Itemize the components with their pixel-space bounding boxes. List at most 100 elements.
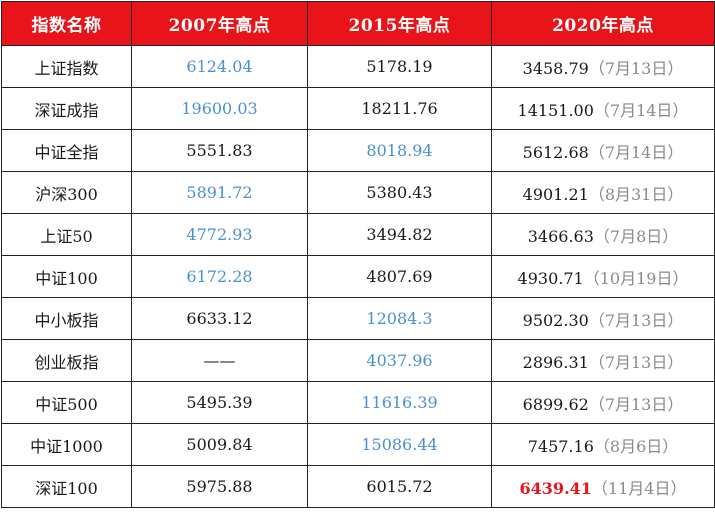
high-2007-cell: 5551.83 <box>131 129 308 172</box>
index-name-cell: 中证全指 <box>1 129 132 172</box>
index-name-cell-value: 沪深300 <box>35 184 98 204</box>
high-2007-cell: 5495.39 <box>131 381 308 424</box>
index-name-cell-value: 创业板指 <box>34 352 99 372</box>
high-2020-date: （7月14日） <box>593 100 689 120</box>
high-2015-cell: 6015.72 <box>307 465 492 508</box>
table-row: 中证100 6172.28 4807.69 4930.71（10月19日） <box>1 255 715 298</box>
high-2007-cell-value: 5495.39 <box>186 393 253 412</box>
index-name-cell-value: 上证指数 <box>34 58 99 78</box>
index-name-cell: 上证指数 <box>1 45 132 88</box>
index-name-cell: 中小板指 <box>1 297 132 340</box>
index-name-cell-value: 中证全指 <box>34 142 99 162</box>
high-2015-cell-value: 4037.96 <box>366 351 433 370</box>
high-2007-cell-value: 5009.84 <box>186 435 253 454</box>
high-2020-date: （7月8日） <box>593 226 679 246</box>
high-2007-cell-value: —— <box>203 351 236 370</box>
index-name-cell-value: 中小板指 <box>34 310 99 330</box>
high-2007-cell: 4772.93 <box>131 213 308 256</box>
high-2007-cell-value: 6172.28 <box>186 267 253 286</box>
index-name-cell: 中证500 <box>1 381 132 424</box>
high-2007-cell-value: 6124.04 <box>186 57 253 76</box>
high-2020-date: （7月14日） <box>588 142 684 162</box>
table-row: 深证100 5975.88 6015.72 6439.41（11月4日） <box>1 465 715 508</box>
high-2020-cell: 3466.63（7月8日） <box>491 213 715 256</box>
high-2020-cell: 4901.21（8月31日） <box>491 171 715 214</box>
high-2007-cell-value: 6633.12 <box>186 309 253 328</box>
high-2015-cell: 12084.3 <box>307 297 492 340</box>
high-2015-cell-value: 12084.3 <box>366 309 433 328</box>
table-row: 深证成指 19600.03 18211.76 14151.00（7月14日） <box>1 87 715 130</box>
index-name-cell-value: 深证100 <box>35 478 98 498</box>
index-name-cell: 上证50 <box>1 213 132 256</box>
high-2015-cell-value: 18211.76 <box>361 99 438 118</box>
high-2015-cell-value: 5380.43 <box>366 183 433 202</box>
high-2020-cell-value: 7457.16 <box>527 436 594 456</box>
high-2020-date: （11月4日） <box>591 478 687 498</box>
high-2020-cell-value: 3466.63 <box>527 226 594 246</box>
high-2007-cell: 5009.84 <box>131 423 308 466</box>
index-name-cell-value: 上证50 <box>40 226 93 246</box>
high-2020-cell: 14151.00（7月14日） <box>491 87 715 130</box>
high-2020-cell: 4930.71（10月19日） <box>491 255 715 298</box>
high-2007-cell: 5975.88 <box>131 465 308 508</box>
high-2007-cell: 6124.04 <box>131 45 308 88</box>
high-2015-cell: 18211.76 <box>307 87 492 130</box>
table-row: 中证500 5495.39 11616.39 6899.62（7月13日） <box>1 381 715 424</box>
high-2007-cell: —— <box>131 339 308 382</box>
high-2007-cell: 5891.72 <box>131 171 308 214</box>
high-2007-cell: 19600.03 <box>131 87 308 130</box>
high-2020-cell-value: 6439.41 <box>519 478 592 498</box>
high-2015-cell: 8018.94 <box>307 129 492 172</box>
index-name-cell-value: 中证500 <box>35 394 98 414</box>
header-2015-high: 2015年高点 <box>307 1 492 46</box>
table-row: 中证全指 5551.83 8018.94 5612.68（7月14日） <box>1 129 715 172</box>
high-2015-cell-value: 11616.39 <box>361 393 438 412</box>
high-2020-cell-value: 4930.71 <box>517 268 584 288</box>
table-row: 创业板指 —— 4037.96 2896.31（7月13日） <box>1 339 715 382</box>
high-2020-cell: 5612.68（7月14日） <box>491 129 715 172</box>
high-2020-cell: 6439.41（11月4日） <box>491 465 715 508</box>
index-name-cell: 深证成指 <box>1 87 132 130</box>
high-2007-cell-value: 4772.93 <box>186 225 253 244</box>
table-row: 沪深300 5891.72 5380.43 4901.21（8月31日） <box>1 171 715 214</box>
header-2020-high: 2020年高点 <box>491 1 715 46</box>
table-header: 指数名称 2007年高点 2015年高点 2020年高点 <box>1 1 715 46</box>
high-2015-cell-value: 6015.72 <box>366 477 433 496</box>
high-2020-cell: 6899.62（7月13日） <box>491 381 715 424</box>
high-2015-cell-value: 3494.82 <box>366 225 433 244</box>
high-2015-cell-value: 15086.44 <box>361 435 438 454</box>
high-2015-cell: 15086.44 <box>307 423 492 466</box>
high-2020-cell: 2896.31（7月13日） <box>491 339 715 382</box>
high-2020-date: （7月13日） <box>588 58 684 78</box>
high-2015-cell: 11616.39 <box>307 381 492 424</box>
high-2020-cell-value: 4901.21 <box>522 184 589 204</box>
high-2015-cell: 5380.43 <box>307 171 492 214</box>
index-name-cell: 中证1000 <box>1 423 132 466</box>
index-name-cell-value: 中证100 <box>35 268 98 288</box>
high-2020-date: （8月31日） <box>588 184 684 204</box>
index-name-cell: 沪深300 <box>1 171 132 214</box>
index-name-cell: 深证100 <box>1 465 132 508</box>
index-name-cell: 中证100 <box>1 255 132 298</box>
high-2015-cell: 5178.19 <box>307 45 492 88</box>
high-2020-date: （8月6日） <box>593 436 679 456</box>
header-index-name: 指数名称 <box>1 1 132 46</box>
high-2020-cell-value: 5612.68 <box>522 142 589 162</box>
high-2020-cell: 3458.79（7月13日） <box>491 45 715 88</box>
table-row: 上证50 4772.93 3494.82 3466.63（7月8日） <box>1 213 715 256</box>
high-2020-date: （7月13日） <box>588 352 684 372</box>
high-2015-cell-value: 8018.94 <box>366 141 433 160</box>
high-2007-cell-value: 5975.88 <box>186 477 253 496</box>
high-2015-cell: 3494.82 <box>307 213 492 256</box>
index-name-cell-value: 深证成指 <box>34 100 99 120</box>
header-row: 指数名称 2007年高点 2015年高点 2020年高点 <box>1 1 715 46</box>
high-2007-cell: 6633.12 <box>131 297 308 340</box>
high-2020-cell-value: 3458.79 <box>522 58 589 78</box>
table-body: 上证指数 6124.04 5178.19 3458.79（7月13日） 深证成指 1960… <box>1 45 715 508</box>
table-row: 中小板指 6633.12 12084.3 9502.30（7月13日） <box>1 297 715 340</box>
high-2020-cell-value: 14151.00 <box>517 100 594 120</box>
header-2007-high: 2007年高点 <box>131 1 308 46</box>
high-2007-cell-value: 5891.72 <box>186 183 253 202</box>
table-row: 上证指数 6124.04 5178.19 3458.79（7月13日） <box>1 45 715 88</box>
high-2020-date: （7月13日） <box>588 394 684 414</box>
